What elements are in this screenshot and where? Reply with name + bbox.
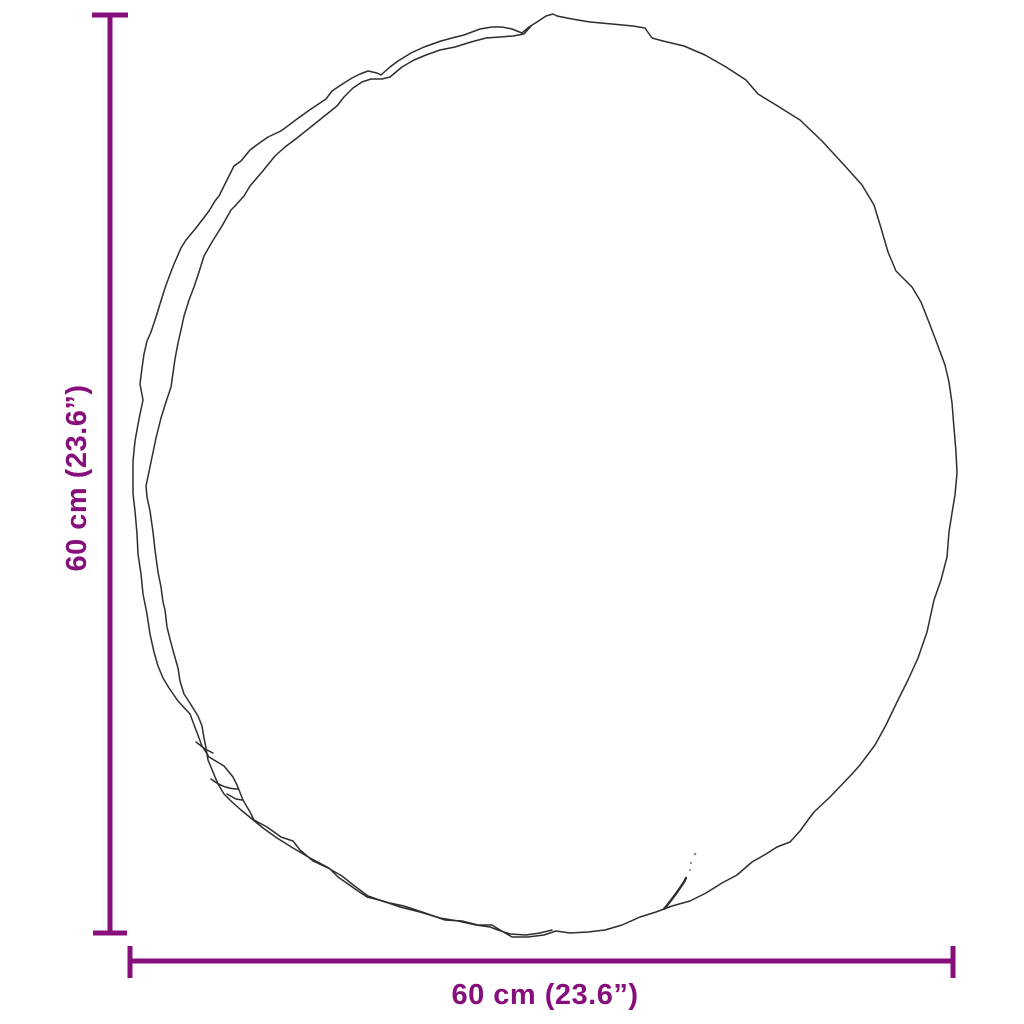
fabric-dot-3 [689, 869, 691, 871]
fabric-tick-mark [662, 876, 688, 911]
height-dimension-label: 60 cm (23.6”) [61, 384, 93, 571]
fabric-fold-crease-top [195, 741, 214, 754]
cushion-outline-outer [132, 13, 958, 938]
cushion-sketch [132, 13, 958, 938]
fabric-dot-2 [689, 861, 693, 865]
cushion-outline-inner-seam [145, 25, 553, 936]
height-dimension: 60 cm (23.6”) [61, 12, 128, 936]
fabric-fold-crease-bottom [226, 793, 243, 801]
fabric-fold-crease-middle [210, 778, 239, 790]
fabric-dot-1 [693, 852, 697, 856]
width-dimension-label: 60 cm (23.6”) [451, 979, 638, 1011]
width-dimension: 60 cm (23.6”) [127, 946, 956, 1011]
